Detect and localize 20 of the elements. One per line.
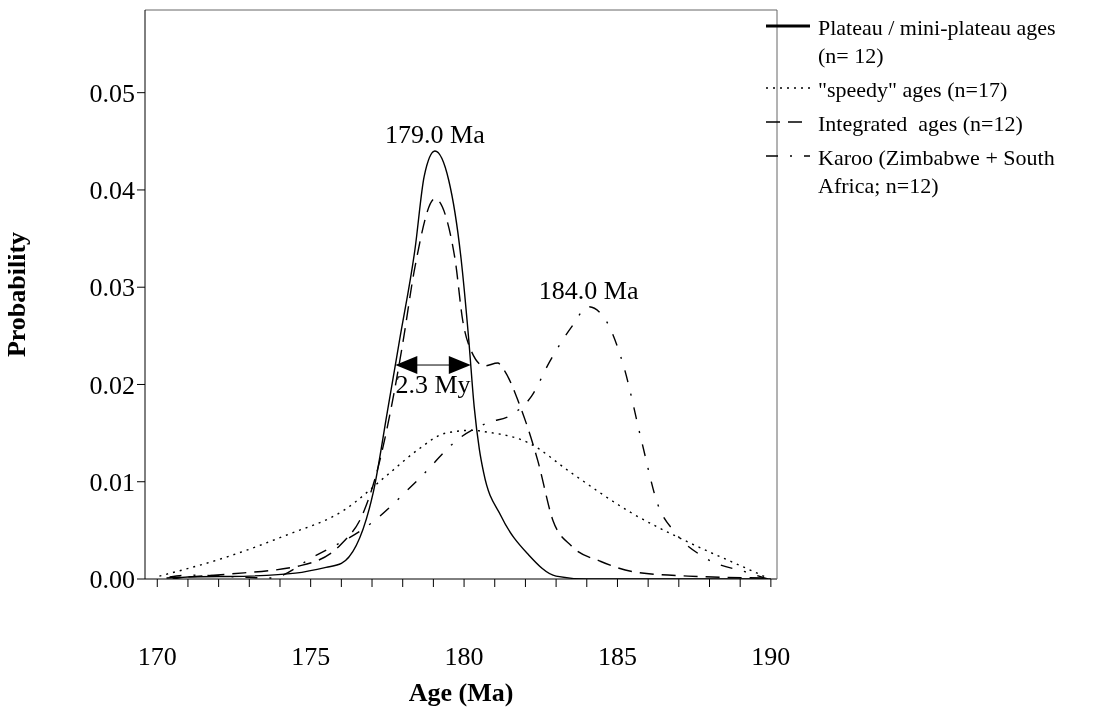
y-tick-label: 0.05	[89, 78, 135, 108]
x-tick-label: 175	[291, 642, 331, 672]
annotation: 184.0 Ma	[538, 275, 639, 305]
x-tick-label: 170	[137, 642, 177, 672]
y-tick-label: 0.03	[89, 273, 135, 303]
x-tick-label: 185	[597, 642, 637, 672]
annotation: 179.0 Ma	[385, 120, 486, 150]
y-tick-label: 0.01	[89, 467, 135, 497]
x-tick-label: 190	[751, 642, 791, 672]
legend-label: Integrated ages (n=12)	[818, 110, 1024, 138]
y-tick-label: 0.04	[89, 176, 135, 206]
x-tick-label: 180	[444, 642, 484, 672]
legend-label: "speedy" ages (n=17)	[818, 76, 1009, 104]
legend-label: Plateau / mini-plateau ages (n= 12)	[818, 14, 1057, 70]
legend-label: Karoo (Zimbabwe + South Africa; n=12)	[818, 144, 1056, 200]
x-axis-title: Age (Ma)	[408, 678, 514, 707]
annotation: 2.3 My	[395, 370, 471, 400]
y-axis-title: Probability	[2, 231, 32, 358]
y-tick-label: 0.02	[89, 370, 135, 400]
y-tick-label: 0.00	[89, 565, 135, 595]
